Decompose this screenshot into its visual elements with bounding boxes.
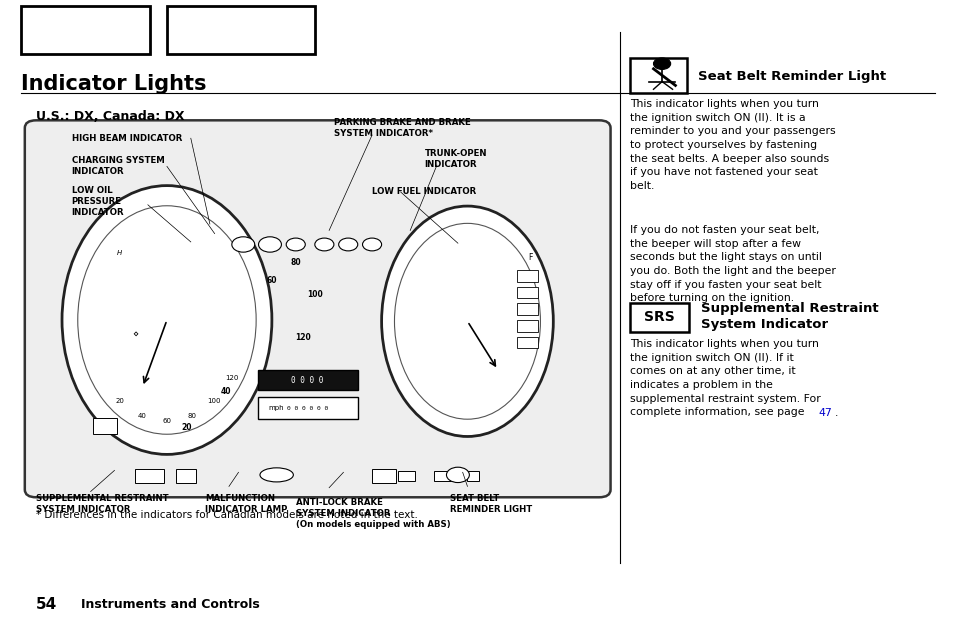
Circle shape xyxy=(653,58,670,70)
Circle shape xyxy=(232,237,254,252)
Text: 40: 40 xyxy=(137,413,147,419)
Bar xyxy=(517,270,537,282)
Text: MALFUNCTION
INDICATOR LAMP: MALFUNCTION INDICATOR LAMP xyxy=(205,494,287,514)
Bar xyxy=(372,469,395,483)
Text: 80: 80 xyxy=(290,258,301,267)
Text: Seat Belt Reminder Light: Seat Belt Reminder Light xyxy=(698,70,885,83)
Ellipse shape xyxy=(259,468,294,482)
Text: 20: 20 xyxy=(181,423,193,432)
Text: 0 0 0 0: 0 0 0 0 xyxy=(292,376,323,385)
Text: H: H xyxy=(117,250,122,256)
Circle shape xyxy=(258,237,281,252)
Text: 100: 100 xyxy=(307,290,322,299)
Bar xyxy=(629,58,686,93)
Text: LOW FUEL INDICATOR: LOW FUEL INDICATOR xyxy=(372,188,476,196)
Ellipse shape xyxy=(394,223,539,419)
Bar xyxy=(176,469,195,483)
Ellipse shape xyxy=(381,206,553,436)
Text: 47: 47 xyxy=(818,408,831,418)
Bar xyxy=(517,337,537,348)
Circle shape xyxy=(338,238,357,251)
Bar xyxy=(517,320,537,332)
Text: TRUNK-OPEN
INDICATOR: TRUNK-OPEN INDICATOR xyxy=(424,148,487,169)
Ellipse shape xyxy=(77,205,255,434)
Text: U.S.: DX, Canada: DX: U.S.: DX, Canada: DX xyxy=(36,110,185,123)
Text: This indicator lights when you turn
the ignition switch ON (II). If it
comes on : This indicator lights when you turn the … xyxy=(629,339,820,417)
Text: PARKING BRAKE AND BRAKE
SYSTEM INDICATOR*: PARKING BRAKE AND BRAKE SYSTEM INDICATOR… xyxy=(334,118,470,138)
Text: ANTI-LOCK BRAKE
SYSTEM INDICATOR
(On models equipped with ABS): ANTI-LOCK BRAKE SYSTEM INDICATOR (On mod… xyxy=(295,498,450,529)
Bar xyxy=(257,397,357,419)
Circle shape xyxy=(286,238,305,251)
Text: 54: 54 xyxy=(36,597,57,612)
Ellipse shape xyxy=(62,186,272,454)
Text: 80: 80 xyxy=(187,413,196,419)
Text: Supplemental Restraint
System Indicator: Supplemental Restraint System Indicator xyxy=(700,302,878,332)
FancyBboxPatch shape xyxy=(25,120,610,497)
Text: mph: mph xyxy=(269,405,284,412)
Text: This indicator lights when you turn
the ignition switch ON (II). It is a
reminde: This indicator lights when you turn the … xyxy=(629,99,835,191)
Bar xyxy=(629,303,688,332)
Bar xyxy=(397,471,415,481)
Bar xyxy=(135,469,164,483)
Circle shape xyxy=(446,467,469,483)
Text: Indicator Lights: Indicator Lights xyxy=(21,74,206,93)
Text: F: F xyxy=(528,253,532,262)
Bar xyxy=(21,6,150,54)
Bar xyxy=(93,419,117,434)
Bar xyxy=(517,287,537,298)
Text: SUPPLEMENTAL RESTRAINT
SYSTEM INDICATOR: SUPPLEMENTAL RESTRAINT SYSTEM INDICATOR xyxy=(36,494,169,514)
Bar xyxy=(517,303,537,315)
Text: 100: 100 xyxy=(207,398,220,404)
Text: HIGH BEAM INDICATOR: HIGH BEAM INDICATOR xyxy=(71,134,182,143)
Text: 60: 60 xyxy=(266,276,277,285)
Bar xyxy=(167,6,314,54)
Text: 40: 40 xyxy=(220,387,232,396)
Text: SRS: SRS xyxy=(643,310,674,324)
Text: 120: 120 xyxy=(225,375,238,381)
Text: .: . xyxy=(834,408,838,418)
Text: Instruments and Controls: Instruments and Controls xyxy=(81,598,259,611)
Circle shape xyxy=(314,238,334,251)
Circle shape xyxy=(362,238,381,251)
Text: LOW OIL
PRESSURE
INDICATOR: LOW OIL PRESSURE INDICATOR xyxy=(71,186,124,217)
Text: ⋄: ⋄ xyxy=(132,328,138,339)
Bar xyxy=(467,471,478,481)
Text: * Differences in the indicators for Canadian models are noted in the text.: * Differences in the indicators for Cana… xyxy=(36,510,417,520)
Text: If you do not fasten your seat belt,
the beeper will stop after a few
seconds bu: If you do not fasten your seat belt, the… xyxy=(629,225,835,303)
Text: SEAT BELT
REMINDER LIGHT: SEAT BELT REMINDER LIGHT xyxy=(450,494,532,514)
Bar xyxy=(434,471,455,481)
Text: 120: 120 xyxy=(295,333,311,342)
Bar xyxy=(257,370,357,390)
Text: 0 0 0 0 0 0: 0 0 0 0 0 0 xyxy=(287,406,328,410)
Text: 20: 20 xyxy=(115,398,124,404)
Text: CHARGING SYSTEM
INDICATOR: CHARGING SYSTEM INDICATOR xyxy=(71,156,164,177)
Text: 60: 60 xyxy=(162,418,172,424)
